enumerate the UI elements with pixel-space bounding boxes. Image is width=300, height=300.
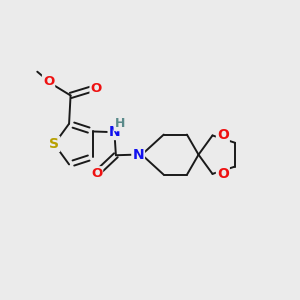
Text: O: O xyxy=(43,75,54,88)
Text: N: N xyxy=(132,148,144,162)
Text: N: N xyxy=(109,125,120,139)
Text: O: O xyxy=(91,82,102,95)
Text: S: S xyxy=(49,137,59,151)
Text: O: O xyxy=(217,128,229,142)
Text: O: O xyxy=(217,167,229,182)
Text: H: H xyxy=(115,117,125,130)
Text: O: O xyxy=(91,167,102,180)
